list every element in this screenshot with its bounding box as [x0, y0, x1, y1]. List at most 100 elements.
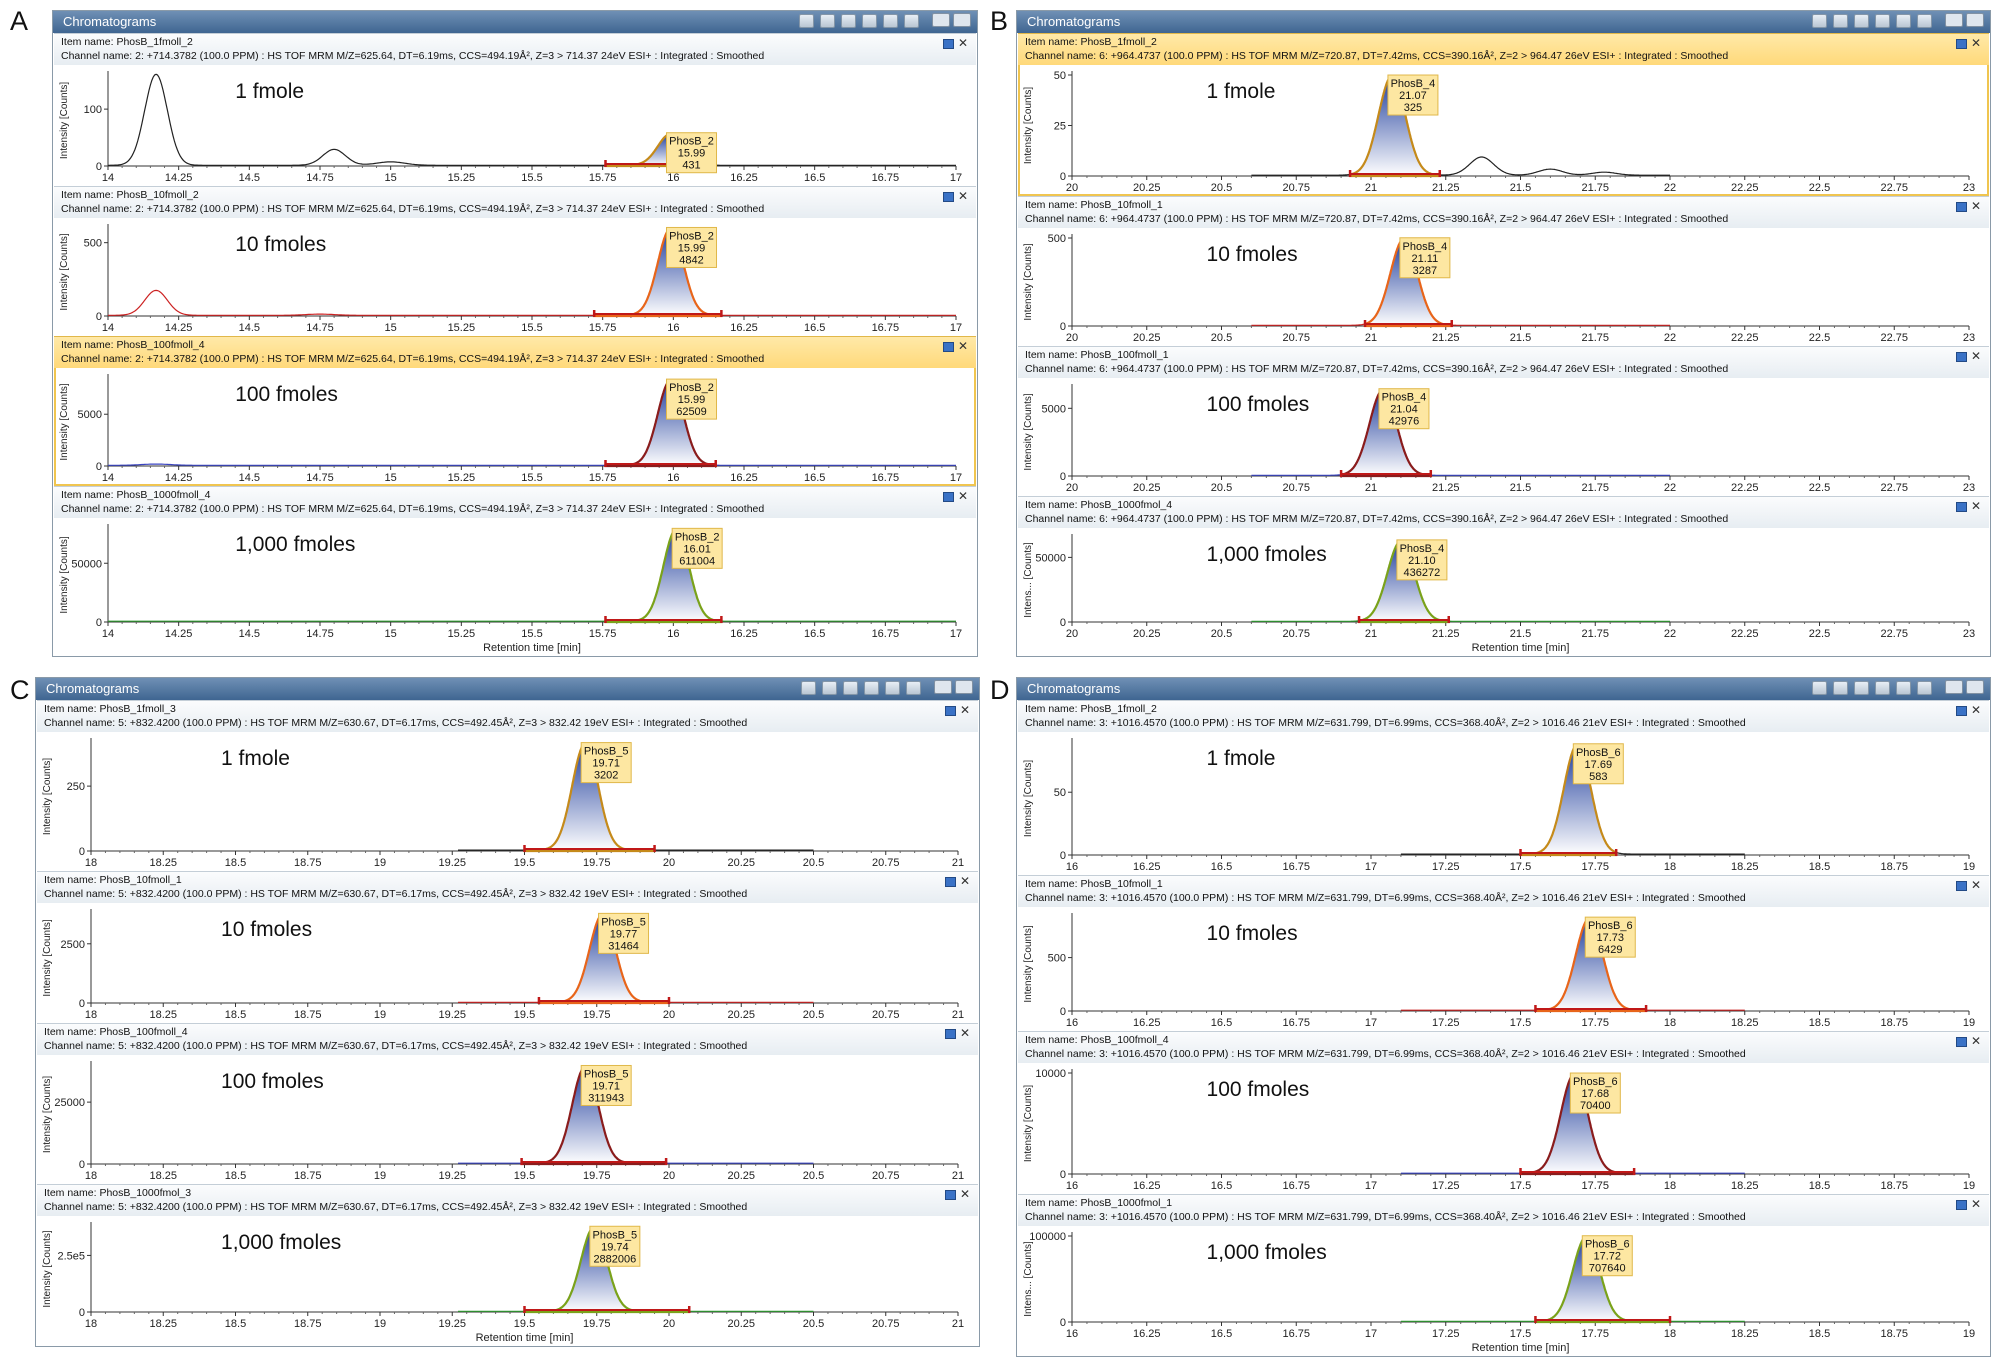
- peak-annotation-box[interactable]: [580, 1064, 632, 1106]
- pin-icon[interactable]: [1955, 351, 1967, 362]
- trace-header[interactable]: Item name: PhosB_1000fmol_3 Channel name:…: [37, 1184, 978, 1216]
- link-icon[interactable]: [820, 14, 835, 28]
- minimize-button[interactable]: [1945, 13, 1963, 27]
- close-icon[interactable]: ✕: [957, 339, 968, 353]
- pin-icon[interactable]: [944, 1028, 956, 1039]
- peak-annotation-box[interactable]: [589, 1225, 641, 1267]
- move-icon[interactable]: [1917, 681, 1932, 695]
- print-icon[interactable]: [1854, 14, 1869, 28]
- print-icon[interactable]: [1854, 681, 1869, 695]
- close-icon[interactable]: ✕: [1970, 1197, 1981, 1211]
- pin-icon[interactable]: [944, 876, 956, 887]
- trace-header[interactable]: Item name: PhosB_10fmoll_1 Channel name: …: [1018, 196, 1989, 228]
- peak-annotation-box[interactable]: [1569, 1072, 1621, 1114]
- minimize-button[interactable]: [932, 13, 950, 27]
- peak-annotation-box[interactable]: [1572, 743, 1624, 785]
- peak-annotation-box[interactable]: [666, 226, 718, 268]
- maximize-button[interactable]: [955, 680, 973, 694]
- pin-icon[interactable]: [944, 1189, 956, 1200]
- move-icon[interactable]: [906, 681, 921, 695]
- link-icon[interactable]: [822, 681, 837, 695]
- integrated-peak[interactable]: [593, 227, 723, 318]
- pin-icon[interactable]: [1955, 705, 1967, 716]
- trace-header[interactable]: Item name: PhosB_100fmoll_4 Channel name:…: [37, 1023, 978, 1055]
- chart-icon[interactable]: [864, 681, 879, 695]
- trace-header[interactable]: Item name: PhosB_100fmoll_4 Channel name:…: [54, 336, 976, 368]
- peak-annotation-box[interactable]: [598, 912, 650, 954]
- export-icon[interactable]: [885, 681, 900, 695]
- close-icon[interactable]: ✕: [957, 189, 968, 203]
- trace-header[interactable]: Item name: PhosB_10fmoll_1 Channel name: …: [1018, 875, 1989, 907]
- trace-header[interactable]: Item name: PhosB_1000fmoll_4 Channel name…: [54, 486, 976, 518]
- link-icon[interactable]: [1833, 681, 1848, 695]
- export-icon[interactable]: [1896, 681, 1911, 695]
- minimize-button[interactable]: [934, 680, 952, 694]
- close-icon[interactable]: ✕: [1970, 703, 1981, 717]
- link-icon[interactable]: [1833, 14, 1848, 28]
- copy-icon[interactable]: [1812, 14, 1827, 28]
- peak-annotation-box[interactable]: [1396, 539, 1448, 581]
- trace-header[interactable]: Item name: PhosB_1000fmol_4 Channel name:…: [1018, 496, 1989, 528]
- peak-annotation-box[interactable]: [666, 132, 718, 174]
- pin-icon[interactable]: [1955, 501, 1967, 512]
- print-icon[interactable]: [841, 14, 856, 28]
- peak-annotation-box[interactable]: [666, 378, 718, 420]
- close-icon[interactable]: ✕: [1970, 199, 1981, 213]
- trace-header[interactable]: Item name: PhosB_10fmoll_1 Channel name: …: [37, 871, 978, 903]
- move-icon[interactable]: [1917, 14, 1932, 28]
- close-icon[interactable]: ✕: [959, 874, 970, 888]
- close-icon[interactable]: ✕: [1970, 36, 1981, 50]
- pin-icon[interactable]: [942, 191, 954, 202]
- move-icon[interactable]: [904, 14, 919, 28]
- pin-icon[interactable]: [1955, 201, 1967, 212]
- print-icon[interactable]: [843, 681, 858, 695]
- trace-header[interactable]: Item name: PhosB_1fmoll_2 Channel name: 6…: [1018, 33, 1989, 65]
- pin-icon[interactable]: [942, 341, 954, 352]
- chart-icon[interactable]: [862, 14, 877, 28]
- copy-icon[interactable]: [1812, 681, 1827, 695]
- peak-annotation-box[interactable]: [1387, 74, 1439, 116]
- export-icon[interactable]: [1896, 14, 1911, 28]
- integrated-peak[interactable]: [604, 379, 717, 468]
- trace-header[interactable]: Item name: PhosB_1000fmol_1 Channel name:…: [1018, 1194, 1989, 1226]
- pin-icon[interactable]: [942, 491, 954, 502]
- close-icon[interactable]: ✕: [959, 1026, 970, 1040]
- pin-icon[interactable]: [1955, 1199, 1967, 1210]
- trace-header[interactable]: Item name: PhosB_1fmoll_2 Channel name: 3…: [1018, 700, 1989, 732]
- trace-header[interactable]: Item name: PhosB_1fmoll_3 Channel name: 5…: [37, 700, 978, 732]
- trace-header[interactable]: Item name: PhosB_10fmoll_2 Channel name: …: [54, 186, 976, 218]
- peak-annotation-box[interactable]: [1399, 237, 1451, 279]
- maximize-button[interactable]: [953, 13, 971, 27]
- close-icon[interactable]: ✕: [1970, 499, 1981, 513]
- close-icon[interactable]: ✕: [957, 489, 968, 503]
- peak-annotation-box[interactable]: [1581, 1235, 1633, 1277]
- maximize-button[interactable]: [1966, 680, 1984, 694]
- pin-icon[interactable]: [942, 38, 954, 49]
- trace-header[interactable]: Item name: PhosB_1fmoll_2 Channel name: 2…: [54, 33, 976, 65]
- trace-header[interactable]: Item name: PhosB_100fmoll_1 Channel name:…: [1018, 346, 1989, 378]
- minimize-button[interactable]: [1945, 680, 1963, 694]
- chart-icon[interactable]: [1875, 681, 1890, 695]
- close-icon[interactable]: ✕: [1970, 1034, 1981, 1048]
- close-icon[interactable]: ✕: [1970, 878, 1981, 892]
- export-icon[interactable]: [883, 14, 898, 28]
- close-icon[interactable]: ✕: [957, 36, 968, 50]
- copy-icon[interactable]: [799, 14, 814, 28]
- close-icon[interactable]: ✕: [1970, 349, 1981, 363]
- close-icon[interactable]: ✕: [959, 1187, 970, 1201]
- pin-icon[interactable]: [1955, 1036, 1967, 1047]
- pin-icon[interactable]: [1955, 38, 1967, 49]
- pin-icon[interactable]: [1955, 880, 1967, 891]
- peak-annotation-box[interactable]: [1378, 388, 1430, 430]
- integrated-peak[interactable]: [1534, 1236, 1672, 1324]
- peak-annotation-box[interactable]: [671, 527, 723, 569]
- close-icon[interactable]: ✕: [959, 703, 970, 717]
- trace-header[interactable]: Item name: PhosB_100fmoll_4 Channel name:…: [1018, 1031, 1989, 1063]
- peak-annotation-box[interactable]: [1584, 916, 1636, 958]
- integrated-peak[interactable]: [604, 528, 723, 624]
- peak-annotation-box[interactable]: [580, 742, 632, 784]
- copy-icon[interactable]: [801, 681, 816, 695]
- maximize-button[interactable]: [1966, 13, 1984, 27]
- chart-icon[interactable]: [1875, 14, 1890, 28]
- pin-icon[interactable]: [944, 705, 956, 716]
